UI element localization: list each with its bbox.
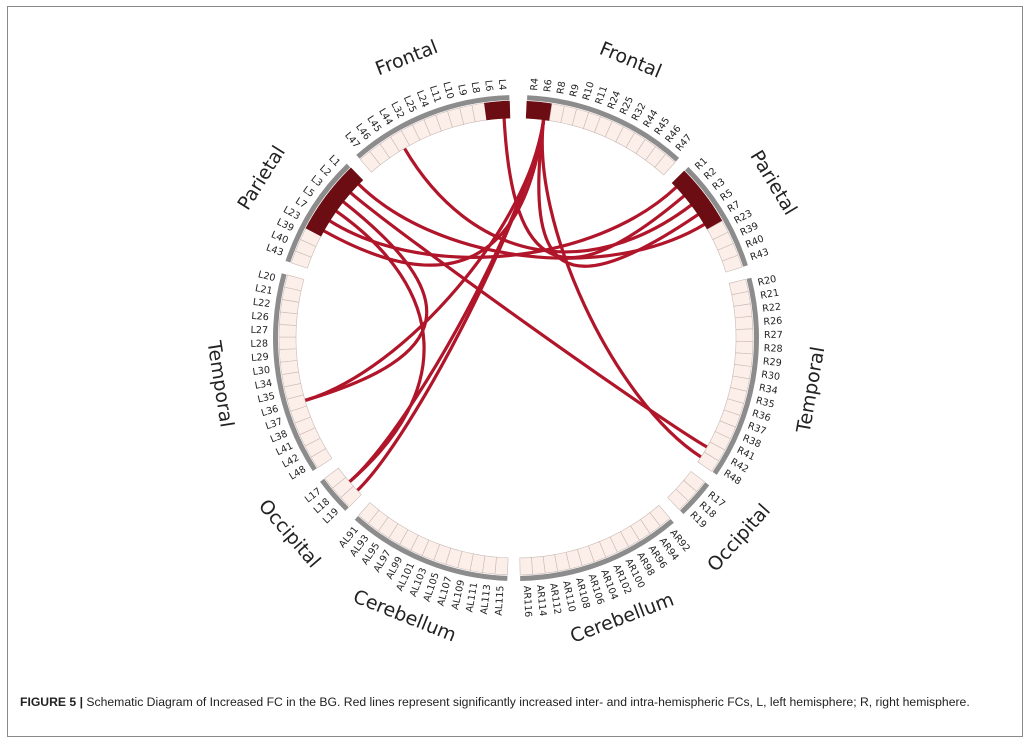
node-label: AR114 [534,584,548,616]
node-label: R4 [529,78,541,92]
node-cell [735,340,754,355]
connection-link [303,118,546,403]
node-label: L29 [251,352,269,364]
node-label: L30 [252,365,271,378]
node-cell [278,324,297,338]
region-band [273,273,317,472]
node-label: R30 [760,369,780,383]
node-cell [278,336,297,350]
node-cell [735,328,754,342]
node-cell [734,315,754,330]
node-label: L9 [455,83,468,97]
connection-link [303,200,429,403]
node-cell [279,311,298,326]
node-label: L28 [250,339,268,350]
node-label: R22 [762,302,782,315]
node-cell [341,167,364,189]
group-label: Parietal [233,142,290,214]
node-label: R8 [555,80,568,95]
node-label: L21 [254,283,273,297]
region-band [680,482,710,515]
node-label: R35 [755,395,776,410]
connectogram-diagram: R4 R6 R8 R9 R10R11R24R25R32R44R45R46R47R1R2R… [202,36,829,648]
node-cell [654,153,676,176]
node-label: L27 [250,325,268,337]
node-cell [519,557,533,576]
node-label: R28 [764,343,783,355]
region-band [320,478,349,511]
region-band [285,163,351,263]
node-cell [667,488,689,511]
node-label: L8 [469,81,482,94]
node-label: R34 [758,382,779,397]
node-label: AR116 [521,586,533,618]
node-label: L20 [257,269,277,284]
group-labels: FrontalParietalTemporalOccipitalCerebell… [202,36,829,648]
node-label: AR112 [547,582,563,615]
node-label: R21 [760,288,780,302]
group-label: Frontal [372,36,441,80]
node-cell [697,451,720,472]
group-label: Temporal [792,345,829,435]
group-label: Parietal [745,147,801,220]
connection-link [402,146,693,254]
node-label: R20 [757,274,778,289]
node-label: R29 [762,356,782,369]
figure-frame [7,6,1023,737]
node-label: L10 [440,80,455,100]
node-label: AL115 [494,585,507,616]
connection-link [537,118,700,268]
node-cell [531,555,546,575]
node-label: AL111 [464,582,480,614]
connection-link [355,118,546,493]
node-label: R9 [568,83,582,98]
caption-label: FIGURE 5 | [20,695,84,709]
node-label: L7 [293,196,309,211]
connection-link [334,209,426,484]
node-label: R6 [542,79,555,93]
group-label: Frontal [596,38,664,83]
node-labels: R4 R6 R8 R9 R10R11R24R25R32R44R45R46R47R1R2R… [250,78,783,618]
node-label: L35 [257,391,277,406]
node-cell [721,254,743,273]
node-cells [278,100,754,576]
region-band [684,166,748,267]
node-cell [358,502,380,524]
node-label: R27 [764,330,783,341]
node-label: L22 [252,297,271,310]
node-label: AL113 [479,584,493,615]
node-cell [324,467,347,489]
region-band [712,277,759,475]
node-label: L43 [264,242,284,258]
figure-caption: FIGURE 5 | Schematic Diagram of Increase… [20,694,1010,711]
node-cell [734,352,753,367]
connection-links [303,116,709,493]
node-label: R10 [581,80,597,101]
node-cell [284,274,305,292]
connection-link [502,116,686,260]
node-label: L4 [496,79,508,91]
node-cell [279,360,299,375]
connection-link [357,182,706,260]
node-label: L26 [251,311,269,323]
node-label: L6 [482,80,494,93]
group-label: Temporal [202,339,237,429]
connection-link [322,118,546,267]
region-bands [273,95,759,581]
node-cell [494,556,509,576]
node-cell [484,101,499,121]
connection-link [540,118,703,459]
node-label: R26 [763,316,783,328]
node-label: L34 [254,378,273,392]
node-cell [278,348,298,363]
node-cell [496,100,511,120]
connection-link [349,191,709,449]
node-cell [733,303,753,319]
node-cell [525,100,540,120]
node-label: L11 [427,84,443,104]
node-label: L36 [260,404,280,420]
node-label: R36 [751,408,772,424]
node-label: L5 [301,184,317,200]
caption-text: Schematic Diagram of Increased FC in the… [83,695,970,709]
